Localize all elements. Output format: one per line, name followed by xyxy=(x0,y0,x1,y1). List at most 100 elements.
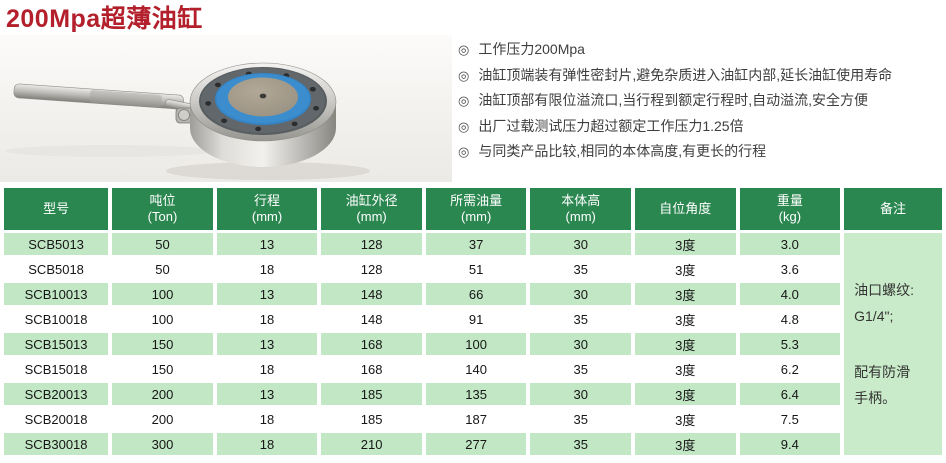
value-cell: 13 xyxy=(216,383,318,405)
body-shadow xyxy=(166,162,370,180)
value-cell: 100 xyxy=(112,308,213,330)
cylinder-side xyxy=(190,102,336,167)
value-cell: 51 xyxy=(425,258,527,280)
value-cell: 200 xyxy=(112,408,213,430)
value-cell: 140 xyxy=(425,358,527,380)
model-cell: SCB30018 xyxy=(4,433,109,455)
value-cell: 3度 xyxy=(635,283,736,305)
feature-item: ◎ 油缸顶端装有弹性密封片,避免杂质进入油缸内部,延长油缸使用寿命 xyxy=(458,67,946,84)
value-cell: 3度 xyxy=(635,308,736,330)
remark-line: 手柄。 xyxy=(854,390,897,406)
hydraulic-cylinder-illustration xyxy=(5,62,370,180)
value-cell: 3度 xyxy=(635,358,736,380)
bullseye-bullet-icon: ◎ xyxy=(458,118,470,134)
feature-text: 油缸顶部有限位溢流口,当行程到额定行程时,自动溢流,安全方便 xyxy=(478,92,869,108)
value-cell: 18 xyxy=(216,358,318,380)
feature-text: 与同类产品比较,相同的本体高度,有更长的行程 xyxy=(478,143,767,159)
top-section: ◎ 工作压力200Mpa ◎ 油缸顶端装有弹性密封片,避免杂质进入油缸内部,延长油缸使… xyxy=(0,35,946,182)
bullseye-bullet-icon: ◎ xyxy=(458,42,470,57)
value-cell: 200 xyxy=(112,383,213,405)
value-cell: 128 xyxy=(321,258,422,280)
value-cell: 100 xyxy=(425,333,527,355)
remark-cell: 油口螺纹: G1/4"; 配有防滑手柄。 xyxy=(844,233,942,455)
column-header-4: 油缸外径 (mm) xyxy=(321,188,422,230)
value-cell: 6.4 xyxy=(739,383,841,405)
value-cell: 3.0 xyxy=(739,233,841,255)
product-photo xyxy=(0,35,452,182)
handle-rod xyxy=(13,83,185,110)
value-cell: 3度 xyxy=(635,333,736,355)
model-cell: SCB15018 xyxy=(4,358,109,380)
value-cell: 37 xyxy=(425,233,527,255)
column-header-7: 自位角度 xyxy=(635,188,736,230)
value-cell: 4.0 xyxy=(739,283,841,305)
value-cell: 30 xyxy=(530,233,631,255)
header-row: 型号 吨位 (Ton) 行程 (mm) 油缸外径 (mm) 所需油量 (mm) 本体高 (mm) 自位… xyxy=(4,188,942,230)
remark-line: G1/4"; xyxy=(854,308,894,324)
remark-line: 油口螺纹: xyxy=(854,282,915,298)
value-cell: 50 xyxy=(112,258,213,280)
value-cell: 168 xyxy=(321,333,422,355)
value-cell: 13 xyxy=(216,283,318,305)
column-header-2: 吨位 (Ton) xyxy=(112,188,213,230)
model-cell: SCB5018 xyxy=(4,258,109,280)
bullseye-bullet-icon: ◎ xyxy=(458,144,470,159)
table-row: SCB30018 300 18 210 277 35 3度 9.4 xyxy=(4,433,942,455)
table-row: SCB15018 150 18 168 140 35 3度 6.2 xyxy=(4,358,942,380)
model-cell: SCB20018 xyxy=(4,408,109,430)
value-cell: 148 xyxy=(321,283,422,305)
value-cell: 18 xyxy=(216,433,318,455)
column-header-9: 备注 xyxy=(844,188,942,230)
value-cell: 3度 xyxy=(635,258,736,280)
handle-shadow xyxy=(5,145,215,157)
value-cell: 128 xyxy=(321,233,422,255)
value-cell: 9.4 xyxy=(739,433,841,455)
bullseye-bullet-icon: ◎ xyxy=(458,67,470,83)
column-header-8: 重量 (kg) xyxy=(739,188,841,230)
bullseye-bullet-icon: ◎ xyxy=(458,93,470,108)
value-cell: 168 xyxy=(321,358,422,380)
value-cell: 30 xyxy=(530,283,631,305)
value-cell: 30 xyxy=(530,383,631,405)
column-header-3: 行程 (mm) xyxy=(216,188,318,230)
feature-list: ◎ 工作压力200Mpa ◎ 油缸顶端装有弹性密封片,避免杂质进入油缸内部,延长油缸使… xyxy=(452,41,946,182)
value-cell: 187 xyxy=(425,408,527,430)
value-cell: 35 xyxy=(530,408,631,430)
table-row: SCB15013 150 13 168 100 30 3度 5.3 xyxy=(4,333,942,355)
value-cell: 3度 xyxy=(635,383,736,405)
value-cell: 35 xyxy=(530,433,631,455)
feature-item: ◎ 与同类产品比较,相同的本体高度,有更长的行程 xyxy=(458,143,946,160)
value-cell: 6.2 xyxy=(739,358,841,380)
value-cell: 35 xyxy=(530,258,631,280)
feature-item: ◎ 工作压力200Mpa xyxy=(458,41,946,58)
value-cell: 100 xyxy=(112,283,213,305)
value-cell: 150 xyxy=(112,358,213,380)
value-cell: 300 xyxy=(112,433,213,455)
value-cell: 277 xyxy=(425,433,527,455)
feature-item: ◎ 出厂过载测试压力超过额定工作压力1.25倍 xyxy=(458,118,946,135)
table-row: SCB20018 200 18 185 187 35 3度 7.5 xyxy=(4,408,942,430)
value-cell: 185 xyxy=(321,408,422,430)
value-cell: 35 xyxy=(530,358,631,380)
page-title: 200Mpa超薄油缸 xyxy=(6,5,203,33)
feature-text: 工作压力200Mpa xyxy=(478,41,585,57)
value-cell: 4.8 xyxy=(739,308,841,330)
value-cell: 13 xyxy=(216,333,318,355)
table-row: SCB5013 50 13 128 37 30 3度 3.0 油口螺纹: G1/4"; 配有防滑 手柄… xyxy=(4,233,942,455)
column-header-6: 本体高 (mm) xyxy=(530,188,631,230)
value-cell: 13 xyxy=(216,233,318,255)
remark-line: 配有防滑 xyxy=(854,364,911,380)
table-row: SCB5018 50 18 128 51 35 3度 3.6 xyxy=(4,258,942,280)
value-cell: 3度 xyxy=(635,408,736,430)
value-cell: 150 xyxy=(112,333,213,355)
value-cell: 66 xyxy=(425,283,527,305)
value-cell: 50 xyxy=(112,233,213,255)
feature-text: 油缸顶端装有弹性密封片,避免杂质进入油缸内部,延长油缸使用寿命 xyxy=(478,66,893,83)
value-cell: 3度 xyxy=(635,433,736,455)
value-cell: 91 xyxy=(425,308,527,330)
value-cell: 35 xyxy=(530,308,631,330)
value-cell: 135 xyxy=(425,383,527,405)
model-cell: SCB10018 xyxy=(4,308,109,330)
value-cell: 18 xyxy=(216,258,318,280)
